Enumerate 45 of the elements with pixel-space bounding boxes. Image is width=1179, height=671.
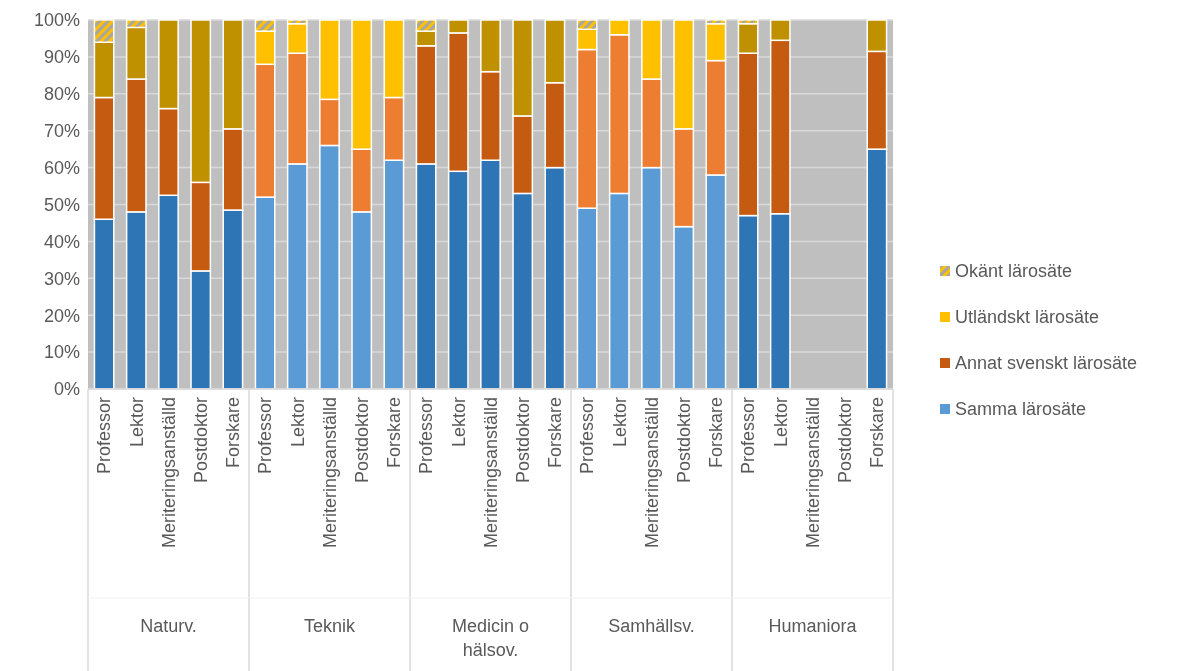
y-tick-label: 80% xyxy=(43,84,80,105)
y-tick-label: 50% xyxy=(43,194,80,215)
x-tick-label: Meriteringsanställd xyxy=(480,397,501,549)
x-tick-label: Postdoktor xyxy=(674,397,694,484)
y-tick-label: 20% xyxy=(43,305,80,326)
legend-label: Utländskt lärosäte xyxy=(955,307,1100,328)
x-tick-label: Postdoktor xyxy=(352,397,372,484)
legend-label: Okänt lärosäte xyxy=(955,261,1073,282)
y-tick-label: 10% xyxy=(43,342,80,363)
text: Naturv. xyxy=(140,616,197,636)
y-tick-label: 30% xyxy=(43,268,80,289)
text: Medicin o hälsov. xyxy=(451,616,530,660)
y-tick-label: 70% xyxy=(43,121,80,141)
x-tick-label: Forskare xyxy=(706,397,727,469)
x-tick-label: Lektor xyxy=(770,397,791,448)
x-tick-label: Forskare xyxy=(384,397,405,469)
x-tick-label: Postdoktor xyxy=(191,397,211,484)
x-tick-label: Lektor xyxy=(126,397,147,448)
x-tick-label: Professor xyxy=(416,397,437,475)
x-tick-label: Postdoktor xyxy=(513,397,533,484)
y-tick-label: 100% xyxy=(33,10,80,31)
x-tick-label: Meriteringsanställd xyxy=(319,397,340,549)
x-tick-label: Professor xyxy=(94,397,115,475)
text: Samhällsv. xyxy=(608,616,695,636)
x-tick-label: Forskare xyxy=(545,397,566,469)
x-tick-label: Professor xyxy=(577,397,598,475)
text: Teknik xyxy=(303,616,356,636)
x-tick-label: Meriteringsanställd xyxy=(802,397,823,549)
x-tick-label: Professor xyxy=(738,397,759,475)
legend-label: Annat svenskt lärosäte xyxy=(955,353,1138,374)
legend-label: Samma lärosäte xyxy=(955,399,1087,420)
y-tick-label: 90% xyxy=(43,47,80,68)
x-tick-label: Lektor xyxy=(287,397,308,448)
text: Humaniora xyxy=(768,616,858,636)
x-tick-label: Forskare xyxy=(223,397,244,469)
x-tick-label: Lektor xyxy=(448,397,469,448)
x-tick-label: Lektor xyxy=(609,397,630,448)
x-tick-label: Postdoktor xyxy=(835,397,855,484)
y-tick-label: 0% xyxy=(53,379,80,400)
x-tick-label: Forskare xyxy=(867,397,888,469)
x-tick-label: Meriteringsanställd xyxy=(158,397,179,549)
x-tick-label: Professor xyxy=(255,397,276,475)
x-tick-label: Meriteringsanställd xyxy=(641,397,662,549)
y-tick-label: 40% xyxy=(43,231,80,252)
y-tick-label: 60% xyxy=(43,157,80,178)
